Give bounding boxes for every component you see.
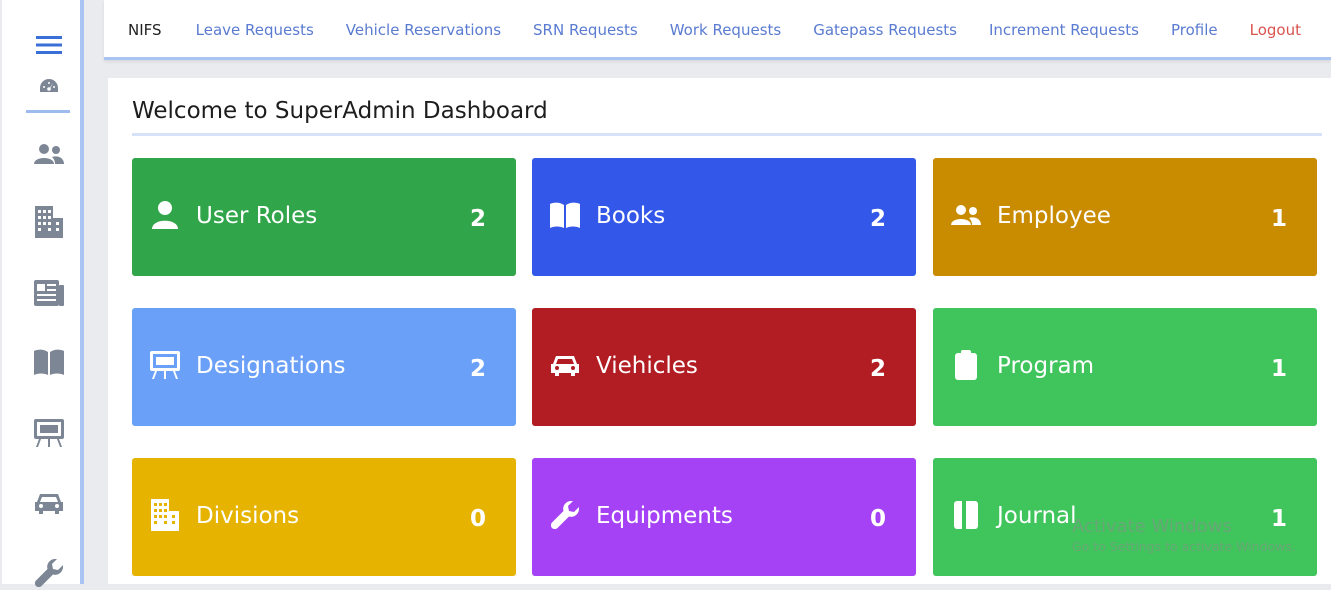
top-navbar: NIFS Leave Requests Vehicle Reservations… — [104, 0, 1331, 60]
sidebar-panel — [2, 0, 84, 587]
card-label: User Roles — [196, 203, 318, 229]
card-label: Books — [596, 203, 666, 229]
card-designations[interactable]: Designations 2 — [132, 308, 516, 426]
wrench-icon[interactable] — [30, 556, 68, 590]
hamburger-menu-icon[interactable] — [30, 28, 68, 62]
sidebar-divider — [26, 110, 70, 113]
car-icon — [550, 350, 580, 380]
dashboard-gauge-icon[interactable] — [30, 70, 68, 104]
nav-increment-requests[interactable]: Increment Requests — [989, 21, 1139, 39]
nav-vehicle-reservations[interactable]: Vehicle Reservations — [345, 21, 502, 39]
card-count: 2 — [870, 356, 887, 382]
title-divider — [132, 133, 1322, 136]
card-employee[interactable]: Employee 1 — [933, 158, 1317, 276]
top-nav-links: Leave Requests Vehicle Reservations SRN … — [196, 21, 1301, 39]
nav-srn-requests[interactable]: SRN Requests — [533, 21, 638, 39]
card-count: 1 — [1271, 506, 1288, 532]
nav-leave-requests[interactable]: Leave Requests — [195, 21, 314, 39]
chalkboard-icon[interactable] — [30, 416, 68, 450]
nav-gatepass-requests[interactable]: Gatepass Requests — [813, 21, 957, 39]
card-label: Program — [997, 353, 1095, 379]
book-icon[interactable] — [30, 345, 68, 379]
chalkboard-icon — [150, 350, 180, 380]
card-count: 0 — [870, 506, 887, 532]
activate-windows-watermark: Activate Windows Go to Settings to activ… — [1072, 516, 1296, 554]
card-label: Viehicles — [596, 353, 698, 379]
users-icon[interactable] — [30, 137, 68, 171]
card-equipments[interactable]: Equipments 0 — [532, 458, 916, 576]
card-count: 2 — [470, 206, 487, 232]
sidebar — [0, 0, 88, 587]
card-count: 2 — [470, 356, 487, 382]
card-books[interactable]: Books 2 — [532, 158, 916, 276]
watermark-subtitle: Go to Settings to activate Windows. — [1072, 539, 1296, 554]
nav-logout[interactable]: Logout — [1249, 21, 1301, 39]
journal-icon — [951, 500, 981, 530]
car-icon[interactable] — [30, 486, 68, 520]
building-icon[interactable] — [30, 205, 68, 239]
newspaper-icon[interactable] — [30, 276, 68, 310]
user-icon — [150, 200, 180, 230]
card-vehicles[interactable]: Viehicles 2 — [532, 308, 916, 426]
building-icon — [150, 499, 180, 531]
main-content: Welcome to SuperAdmin Dashboard User Rol… — [108, 78, 1331, 584]
nav-profile[interactable]: Profile — [1171, 21, 1218, 39]
card-count: 1 — [1271, 356, 1288, 382]
users-icon — [951, 200, 981, 230]
card-label: Designations — [196, 353, 346, 379]
clipboard-icon — [951, 350, 981, 380]
card-count: 2 — [870, 206, 887, 232]
card-label: Journal — [997, 503, 1077, 529]
card-program[interactable]: Program 1 — [933, 308, 1317, 426]
card-count: 0 — [470, 506, 487, 532]
card-label: Divisions — [196, 503, 300, 529]
card-journal[interactable]: Journal 1 — [933, 458, 1317, 576]
nav-work-requests[interactable]: Work Requests — [669, 21, 782, 39]
card-divisions[interactable]: Divisions 0 — [132, 458, 516, 576]
watermark-title: Activate Windows — [1072, 516, 1232, 537]
card-count: 1 — [1271, 206, 1288, 232]
card-user-roles[interactable]: User Roles 2 — [132, 158, 516, 276]
card-label: Employee — [997, 203, 1111, 229]
wrench-icon — [550, 500, 580, 530]
page-title: Welcome to SuperAdmin Dashboard — [132, 98, 548, 124]
card-label: Equipments — [596, 503, 733, 529]
book-icon — [550, 200, 580, 230]
brand-name[interactable]: NIFS — [128, 21, 162, 39]
